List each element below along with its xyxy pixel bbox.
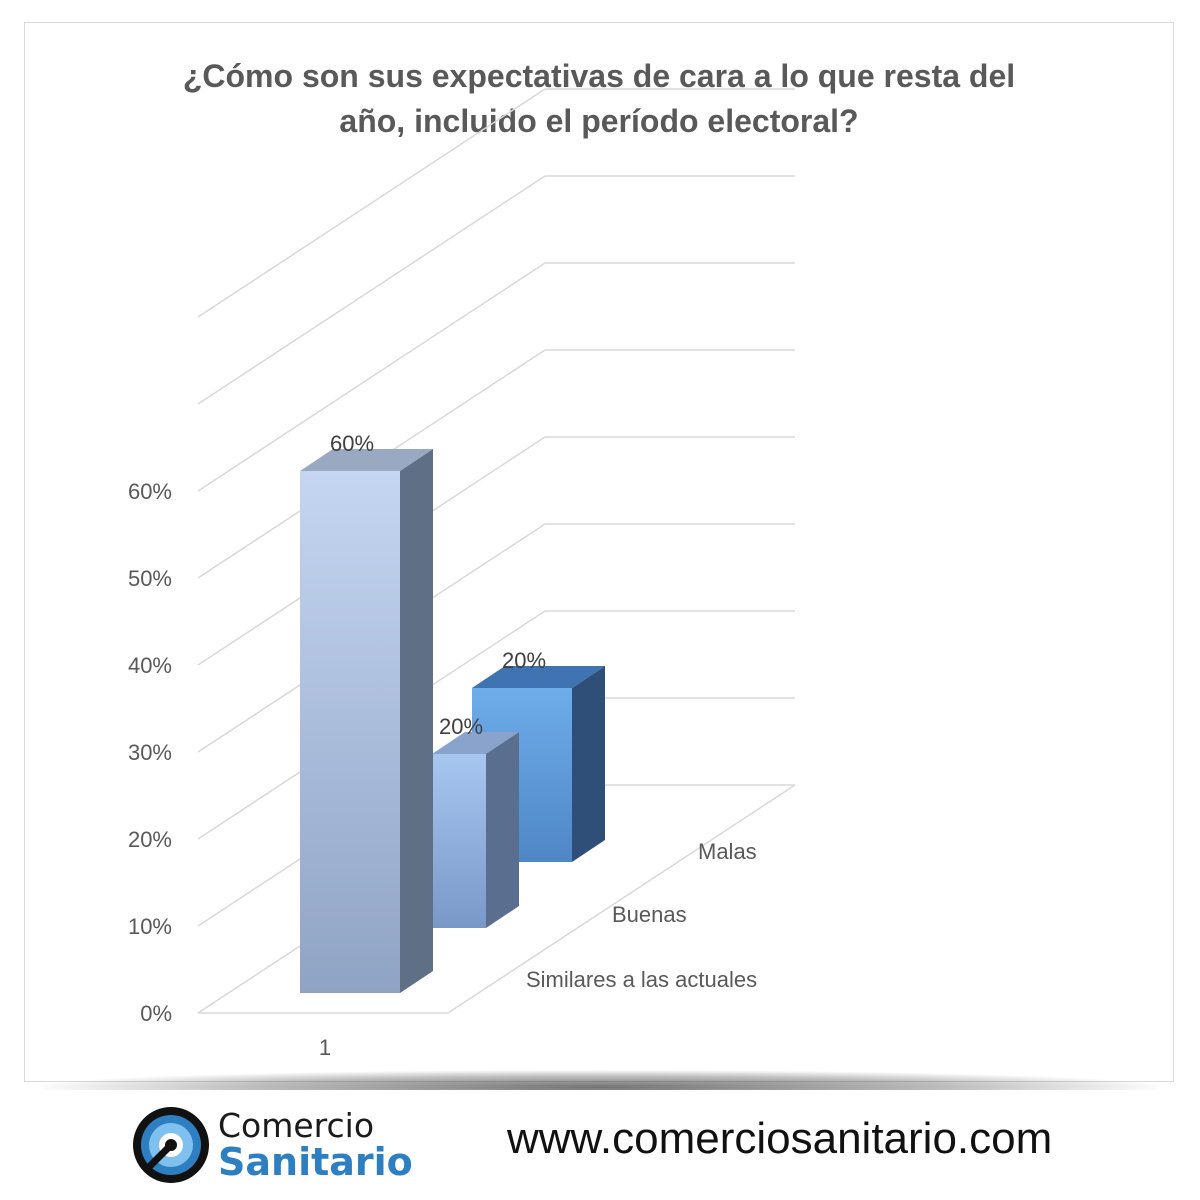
x-tick-label: 1 <box>319 1035 331 1060</box>
gridline-wall <box>197 88 546 318</box>
logo-icon <box>133 1107 209 1183</box>
bar-front <box>432 754 486 928</box>
series-axis-label: Malas <box>698 839 757 864</box>
site-url[interactable]: www.comerciosanitario.com <box>507 1114 1053 1163</box>
logo-text-line2: Sanitario <box>218 1140 413 1184</box>
gridline-wall <box>197 262 546 492</box>
y-tick-label: 0% <box>140 1001 172 1026</box>
y-tick-label: 50% <box>128 566 172 591</box>
bar-top <box>472 666 605 688</box>
bar-front <box>300 471 400 993</box>
series-axis-label: Buenas <box>612 902 687 927</box>
y-tick-label: 10% <box>128 914 172 939</box>
bar-buenas <box>432 732 519 928</box>
floor-edge <box>198 784 796 1014</box>
y-tick-label: 60% <box>128 479 172 504</box>
gridline-wall <box>197 175 546 405</box>
bar-side <box>486 732 519 928</box>
y-tick-label: 20% <box>128 827 172 852</box>
bar-top <box>432 732 519 754</box>
data-label: 20% <box>502 648 546 673</box>
bar-side <box>400 449 433 993</box>
chart-title: ¿Cómo son sus expectativas de cara a lo … <box>182 58 1016 139</box>
bar-similares-a-las-actuales <box>300 449 433 993</box>
chart-area: 0% 10% 20% 30% 40% 50% 60% 1 20% 20% 60% Similares … <box>128 88 796 1060</box>
bar-top <box>300 449 433 471</box>
y-tick-label: 30% <box>128 740 172 765</box>
chart-frame <box>24 22 1174 1082</box>
y-tick-label: 40% <box>128 653 172 678</box>
logo-text-line1: Comercio <box>218 1106 375 1145</box>
bar-side <box>572 666 605 862</box>
data-label: 20% <box>439 714 483 739</box>
data-label: 60% <box>330 431 374 456</box>
series-axis-label: Similares a las actuales <box>526 967 757 992</box>
